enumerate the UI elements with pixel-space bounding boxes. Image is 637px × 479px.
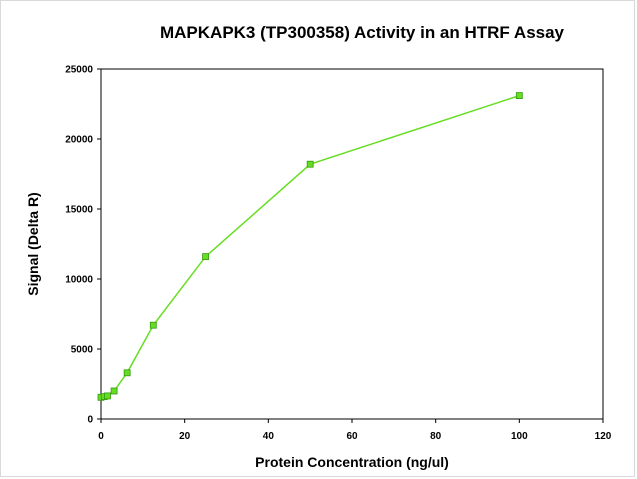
y-tick-label: 15000: [65, 205, 93, 216]
x-tick-label: 120: [595, 431, 612, 442]
x-axis-label: Protein Concentration (ng/ul): [255, 454, 449, 470]
data-point: [149, 321, 157, 329]
plot-area: [100, 68, 604, 420]
data-point: [110, 387, 118, 395]
data-point: [515, 92, 523, 99]
x-tick-label: 80: [430, 431, 442, 442]
x-tick-label: 20: [179, 431, 191, 442]
data-point: [123, 369, 131, 377]
y-tick-label: 25000: [65, 65, 93, 76]
y-axis: 0 5000 10000 15000 20000 25000: [65, 65, 101, 426]
series-line: [100, 94, 520, 399]
data-point: [104, 392, 111, 400]
y-axis-label: Signal (Delta R): [25, 192, 41, 295]
chart-title: MAPKAPK3 (TP300358) Activity in an HTRF …: [160, 23, 565, 42]
x-tick-label: 100: [511, 431, 528, 442]
data-point: [306, 160, 314, 168]
x-tick-label: 0: [98, 431, 104, 442]
x-tick-label: 40: [263, 431, 275, 442]
data-point: [202, 253, 209, 261]
y-tick-label: 10000: [65, 275, 93, 286]
series-layer: [97, 92, 523, 401]
y-tick-label: 20000: [65, 135, 93, 146]
y-tick-label: 0: [87, 415, 93, 426]
x-tick-label: 60: [346, 431, 358, 442]
x-axis: 0 20 40 60 80 100 120: [98, 419, 612, 442]
y-tick-label: 5000: [71, 345, 94, 356]
